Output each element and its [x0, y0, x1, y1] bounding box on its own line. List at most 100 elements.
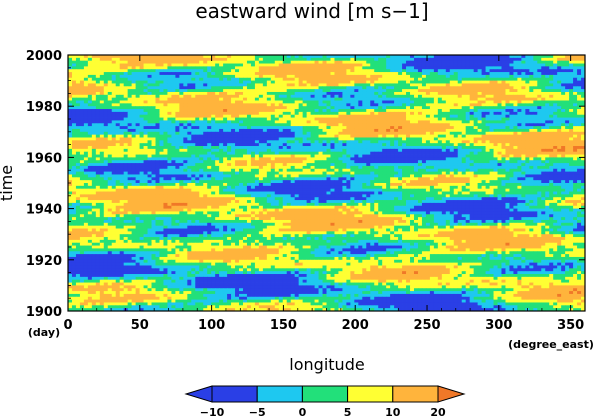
field-cell: [199, 117, 204, 121]
field-cell: [561, 148, 566, 153]
field-cell: [314, 146, 319, 150]
field-cell: [223, 131, 228, 136]
field-cell: [334, 114, 339, 118]
field-cell: [211, 148, 216, 153]
field-cell: [441, 134, 447, 138]
field-cell: [501, 160, 506, 164]
field-cell: [242, 120, 248, 124]
field-cell: [91, 109, 97, 113]
field-cell: [135, 57, 140, 62]
field-cell: [469, 72, 475, 76]
field-cell: [433, 123, 439, 127]
field-cell: [469, 91, 475, 96]
field-cell: [330, 91, 335, 96]
field-cell: [171, 83, 176, 87]
field-cell: [541, 111, 546, 116]
field-cell: [298, 97, 304, 101]
field-cell: [171, 143, 176, 147]
field-cell: [95, 111, 101, 116]
field-cell: [103, 94, 109, 99]
field-cell: [469, 109, 475, 113]
field-cell: [433, 117, 439, 121]
field-cell: [573, 69, 578, 73]
field-cell: [569, 128, 574, 133]
field-cell: [310, 117, 315, 121]
field-cell: [262, 154, 268, 158]
field-cell: [561, 143, 566, 147]
field-cell: [99, 83, 105, 87]
field-cell: [429, 100, 435, 104]
field-cell: [286, 72, 292, 76]
field-cell: [155, 131, 160, 136]
field-cell: [151, 86, 156, 90]
field-cell: [545, 128, 550, 133]
field-cell: [481, 128, 486, 133]
field-cell: [270, 80, 276, 84]
field-cell: [227, 91, 232, 96]
field-cell: [465, 143, 471, 147]
field-cell: [262, 117, 268, 121]
field-cell: [183, 100, 188, 104]
field-cell: [235, 100, 240, 104]
field-cell: [358, 66, 363, 70]
field-cell: [171, 106, 176, 110]
field-cell: [306, 126, 311, 130]
field-cell: [521, 114, 526, 118]
field-cell: [537, 63, 542, 67]
field-cell: [346, 69, 351, 73]
field-cell: [529, 154, 534, 158]
field-cell: [477, 97, 482, 101]
field-cell: [545, 83, 550, 87]
field-cell: [278, 163, 284, 167]
field-cell: [262, 69, 268, 73]
field-cell: [581, 111, 586, 116]
field-cell: [370, 69, 375, 73]
field-cell: [131, 117, 137, 121]
field-cell: [83, 163, 89, 167]
field-cell: [346, 66, 351, 70]
field-cell: [330, 89, 335, 93]
field-cell: [163, 131, 168, 136]
field-cell: [211, 120, 216, 124]
field-cell: [155, 83, 160, 87]
field-cell: [199, 72, 204, 76]
field-cell: [127, 111, 133, 116]
field-cell: [254, 148, 260, 153]
field-cell: [290, 57, 296, 62]
field-cell: [497, 97, 502, 101]
field-cell: [577, 89, 582, 93]
field-cell: [453, 126, 459, 130]
field-cell: [461, 74, 467, 79]
field-cell: [163, 94, 168, 99]
field-cell: [159, 69, 164, 73]
field-cell: [187, 89, 192, 93]
field-cell: [99, 55, 105, 59]
field-cell: [294, 157, 300, 161]
field-cell: [362, 72, 367, 76]
field-cell: [346, 80, 351, 84]
field-cell: [425, 123, 431, 127]
field-cell: [378, 63, 383, 67]
field-cell: [417, 111, 423, 116]
field-cell: [155, 57, 160, 62]
field-cell: [314, 103, 319, 107]
field-cell: [99, 143, 105, 147]
field-cell: [481, 83, 486, 87]
field-cell: [513, 114, 518, 118]
field-cell: [68, 83, 73, 87]
field-cell: [533, 60, 538, 64]
field-cell: [127, 106, 133, 110]
field-cell: [382, 103, 387, 107]
field-cell: [410, 89, 415, 93]
field-cell: [274, 120, 280, 124]
field-cell: [545, 114, 550, 118]
field-cell: [445, 131, 451, 136]
field-cell: [139, 146, 144, 150]
field-cell: [417, 77, 423, 81]
field-cell: [410, 97, 415, 101]
field-cell: [465, 103, 471, 107]
field-cell: [159, 66, 164, 70]
field-cell: [350, 89, 355, 93]
field-cell: [489, 157, 494, 161]
field-cell: [493, 120, 498, 124]
